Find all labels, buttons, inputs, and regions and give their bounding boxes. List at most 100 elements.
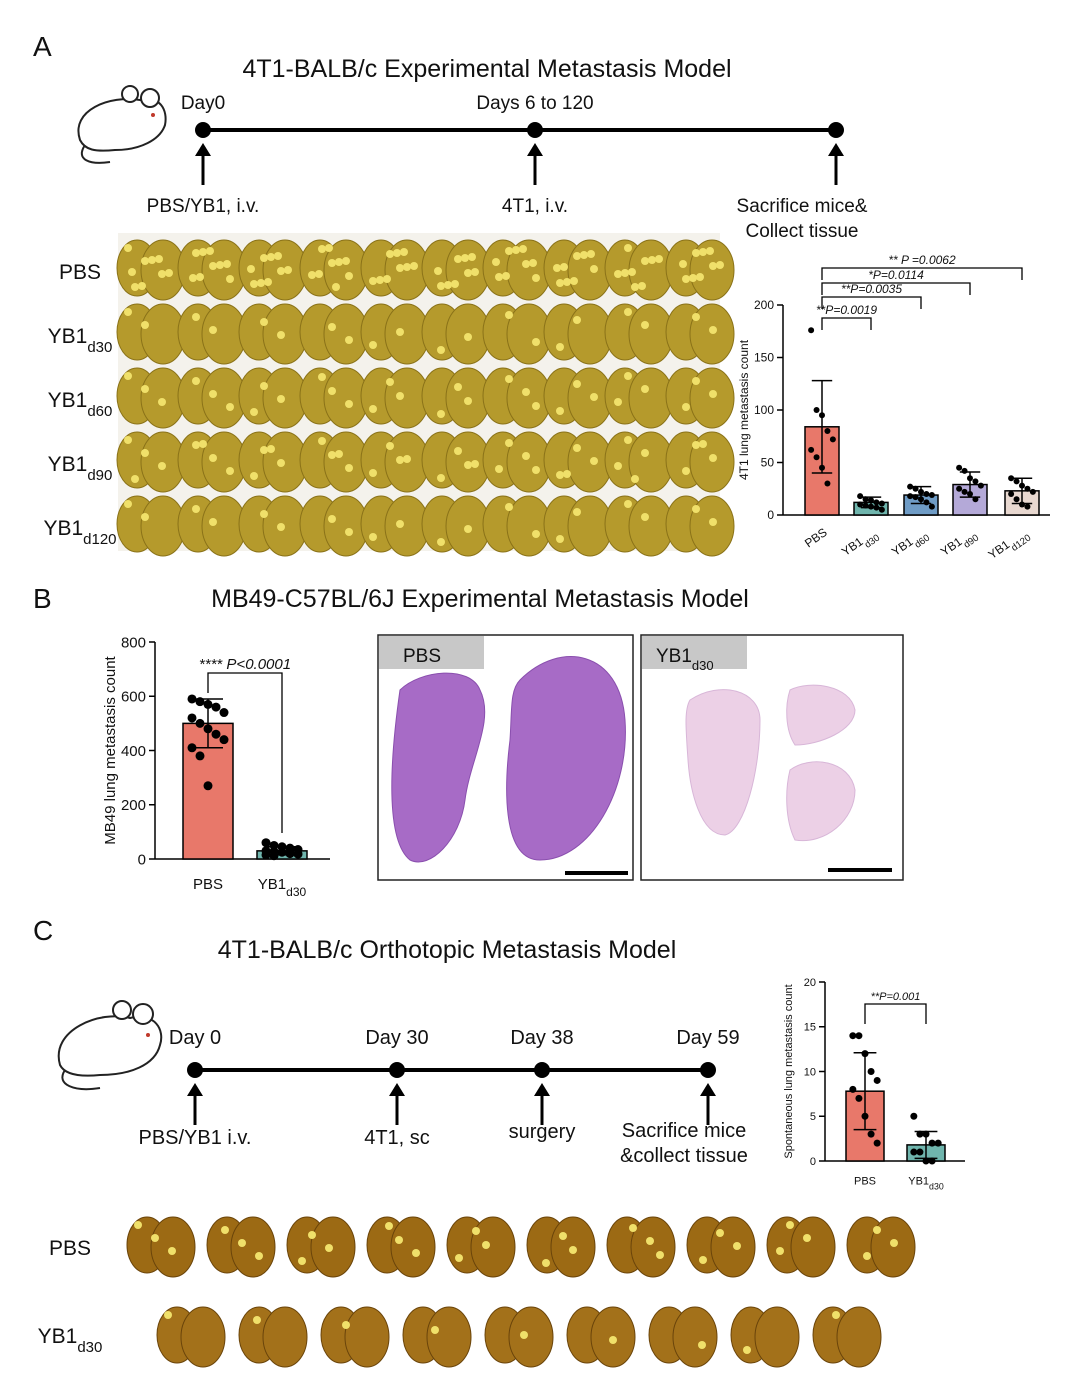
nodule bbox=[260, 510, 268, 518]
nodule bbox=[803, 1234, 811, 1242]
nodule bbox=[437, 346, 445, 354]
label-main: PBS bbox=[802, 525, 830, 550]
nodule bbox=[328, 259, 336, 267]
nodule bbox=[471, 268, 479, 276]
lung-photo bbox=[390, 1216, 436, 1278]
nodule bbox=[328, 387, 336, 395]
nodule bbox=[502, 272, 510, 280]
data-point bbox=[922, 1130, 930, 1138]
significance-label: **** P<0.0001 bbox=[199, 656, 291, 673]
y-tick-label: 200 bbox=[754, 298, 774, 312]
nodule bbox=[403, 455, 411, 463]
nodule bbox=[709, 326, 717, 334]
nodule bbox=[345, 272, 353, 280]
nodule bbox=[624, 244, 632, 252]
data-point bbox=[211, 729, 221, 739]
data-point bbox=[195, 751, 205, 761]
y-tick-label: 0 bbox=[138, 851, 146, 868]
nodule bbox=[328, 451, 336, 459]
nodule bbox=[699, 248, 707, 256]
nodule bbox=[257, 279, 265, 287]
nodule bbox=[863, 1252, 871, 1260]
timeline-dot bbox=[828, 122, 844, 138]
data-point bbox=[862, 496, 869, 503]
tissue-section bbox=[685, 689, 761, 836]
nodule bbox=[656, 1251, 664, 1259]
data-point bbox=[928, 503, 935, 510]
row-label: YB1d60 bbox=[48, 389, 113, 420]
nodule bbox=[124, 244, 132, 252]
lung-photo bbox=[180, 1306, 226, 1368]
nodule bbox=[155, 255, 163, 263]
label-tab bbox=[379, 636, 484, 669]
nodule bbox=[134, 1221, 142, 1229]
nodule bbox=[369, 277, 377, 285]
data-point bbox=[849, 1085, 857, 1093]
mouse-icon bbox=[77, 85, 167, 164]
nodule bbox=[519, 245, 527, 253]
histology-frame bbox=[640, 634, 904, 881]
nodule bbox=[569, 1246, 577, 1254]
nodule bbox=[682, 403, 690, 411]
nodule bbox=[580, 251, 588, 259]
nodule bbox=[335, 258, 343, 266]
nodule bbox=[505, 439, 513, 447]
nodule bbox=[226, 275, 234, 283]
nodule bbox=[709, 454, 717, 462]
data-point bbox=[813, 454, 820, 461]
nodule bbox=[437, 474, 445, 482]
data-point bbox=[857, 493, 864, 500]
data-point bbox=[967, 475, 973, 482]
nodule bbox=[192, 441, 200, 449]
nodule bbox=[192, 249, 200, 257]
nodule bbox=[328, 323, 336, 331]
nodule bbox=[505, 247, 513, 255]
nodule bbox=[873, 1226, 881, 1234]
nodule bbox=[141, 385, 149, 393]
timeline-label: Day 30 bbox=[365, 1027, 428, 1049]
lung-photo bbox=[689, 431, 735, 493]
nodule bbox=[386, 378, 394, 386]
data-point bbox=[918, 488, 924, 495]
nodule bbox=[609, 1336, 617, 1344]
row-label: PBS bbox=[59, 261, 101, 284]
label-main: YB1 bbox=[839, 534, 866, 559]
x-tick-label: PBS bbox=[802, 525, 830, 550]
nodule bbox=[522, 388, 530, 396]
nodule bbox=[614, 462, 622, 470]
data-point bbox=[824, 428, 831, 434]
nodule bbox=[464, 397, 472, 405]
data-point bbox=[1013, 478, 1020, 485]
nodule bbox=[631, 475, 639, 483]
nodule bbox=[563, 278, 571, 286]
label-main: YB1 bbox=[986, 537, 1013, 562]
nodule bbox=[369, 341, 377, 349]
timeline-dot bbox=[187, 1062, 203, 1078]
nodule bbox=[410, 262, 418, 270]
significance-label: *P=0.0114 bbox=[868, 268, 924, 282]
nodule bbox=[369, 469, 377, 477]
label-tab bbox=[642, 636, 747, 669]
nodule bbox=[396, 520, 404, 528]
label-main: YB1 bbox=[908, 1176, 929, 1188]
nodule bbox=[648, 256, 656, 264]
nodule bbox=[437, 410, 445, 418]
nodule bbox=[342, 257, 350, 265]
arrow-head bbox=[527, 143, 543, 156]
data-point bbox=[855, 1032, 863, 1040]
nodule bbox=[776, 1247, 784, 1255]
nodule bbox=[396, 264, 404, 272]
data-point bbox=[916, 1148, 924, 1156]
timeline-label: PBS/YB1, i.v. bbox=[147, 196, 260, 217]
data-point bbox=[961, 488, 968, 495]
data-point bbox=[277, 847, 287, 857]
timeline-label: Day 59 bbox=[676, 1027, 739, 1049]
label-main: PBS bbox=[193, 876, 223, 893]
nodule bbox=[532, 274, 540, 282]
data-point bbox=[861, 1112, 869, 1120]
nodule bbox=[641, 449, 649, 457]
data-point bbox=[1008, 491, 1015, 497]
panel-title: MB49-C57BL/6J Experimental Metastasis Mo… bbox=[211, 585, 749, 613]
nodule bbox=[692, 505, 700, 513]
nodule bbox=[264, 278, 272, 286]
